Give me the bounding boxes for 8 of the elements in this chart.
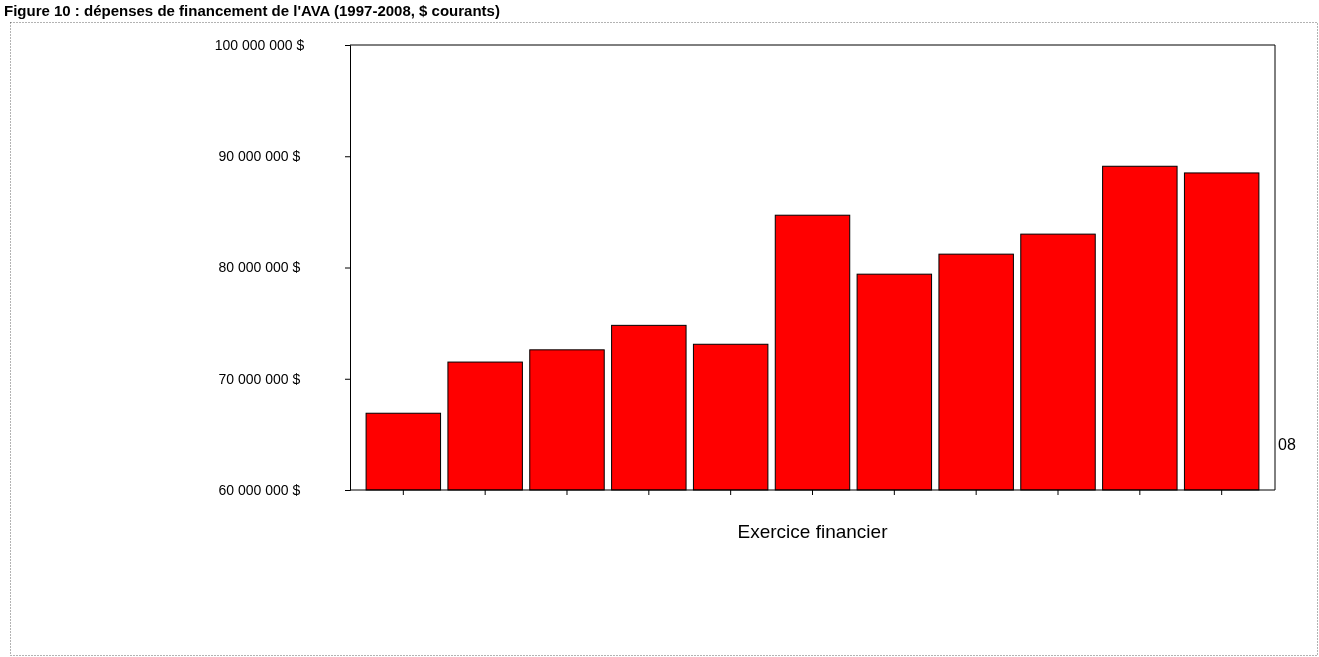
text: 08 [1278,436,1296,453]
y-tick-label: 70 000 000 $ [218,370,301,387]
chart-title: Figure 10 : dépenses de financement de l'AVA (1997-2008, $ courants) [4,2,500,19]
y-tick-label: 100 000 000 $ [214,36,305,53]
y-tick-label: 60 000 000 $ [218,481,301,498]
x-axis-title: Exercice financier [737,521,889,542]
y-tick-label: 90 000 000 $ [218,148,301,165]
y-tick-label: 80 000 000 $ [218,259,301,276]
